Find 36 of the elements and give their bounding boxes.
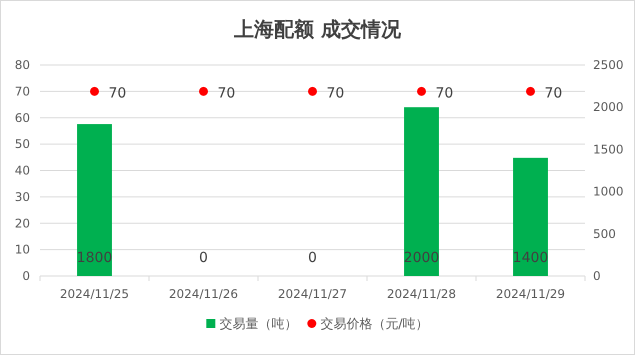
y2-tick-label: 1500	[593, 142, 624, 156]
y-tick-label: 80	[14, 58, 30, 72]
x-tick-label: 2024/11/29	[496, 287, 566, 301]
data-label: 1800	[76, 250, 112, 266]
y-tick-label: 0	[22, 269, 30, 283]
x-tick-label: 2024/11/26	[168, 287, 238, 301]
y2-tick-label: 2000	[593, 100, 624, 114]
y2-tick-label: 500	[593, 226, 616, 241]
y2-tick-label: 1000	[593, 184, 624, 199]
y-tick-label: 50	[14, 137, 30, 152]
y-tick-label: 10	[14, 242, 30, 257]
data-label: 70	[218, 85, 236, 102]
y-tick-label: 20	[14, 216, 30, 230]
data-label: 2000	[404, 250, 440, 266]
legend-label: 交易价格（元/吨）	[320, 316, 429, 332]
data-label: 0	[308, 250, 317, 266]
bar	[513, 158, 548, 276]
y-tick-label: 70	[14, 84, 30, 98]
bar	[404, 107, 439, 276]
data-label: 1400	[512, 250, 548, 266]
legend-label: 交易量（吨）	[219, 316, 298, 332]
y-tick-label: 30	[14, 190, 30, 204]
y-tick-label: 40	[14, 164, 30, 178]
bar	[77, 124, 112, 276]
data-label: 70	[108, 85, 126, 102]
x-tick-label: 2024/11/25	[60, 287, 130, 301]
y2-tick-label: 0	[593, 269, 601, 283]
data-label: 70	[544, 85, 562, 102]
data-label: 0	[199, 250, 208, 266]
chart-title: 上海配额 成交情况	[233, 17, 402, 41]
y-tick-label: 60	[14, 110, 30, 125]
y2-tick-label: 2500	[593, 58, 624, 72]
data-label: 70	[436, 85, 454, 102]
x-tick-label: 2024/11/28	[386, 287, 456, 301]
data-label: 70	[326, 85, 344, 102]
x-tick-label: 2024/11/27	[278, 287, 348, 301]
